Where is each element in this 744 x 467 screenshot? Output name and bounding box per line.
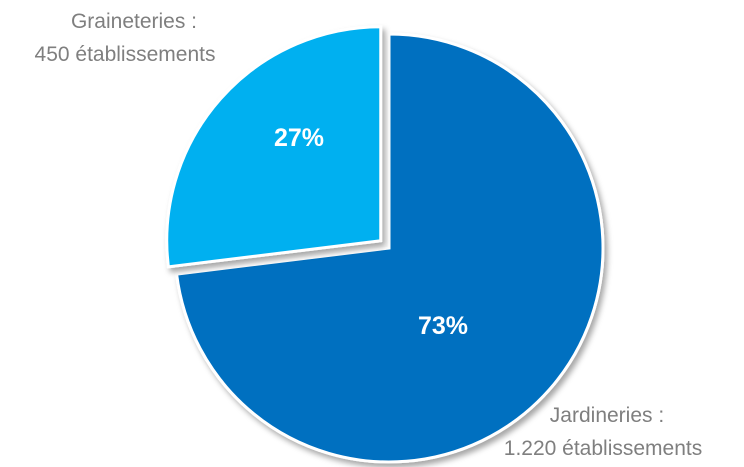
slice-percent-label-jardineries: 73% — [418, 312, 468, 340]
pie-slices — [165, 25, 605, 464]
category-label-jardineries-line1: Jardineries : — [550, 404, 664, 427]
pie-slice-graineteries — [165, 25, 383, 269]
pie-slice-jardineries — [174, 32, 605, 464]
slice-percent-label-graineteries: 27% — [274, 124, 324, 152]
category-label-jardineries-line2: 1.220 établissements — [504, 437, 702, 460]
category-label-graineteries-line1: Graineteries : — [71, 10, 197, 33]
category-label-graineteries-line2: 450 établissements — [35, 43, 216, 66]
